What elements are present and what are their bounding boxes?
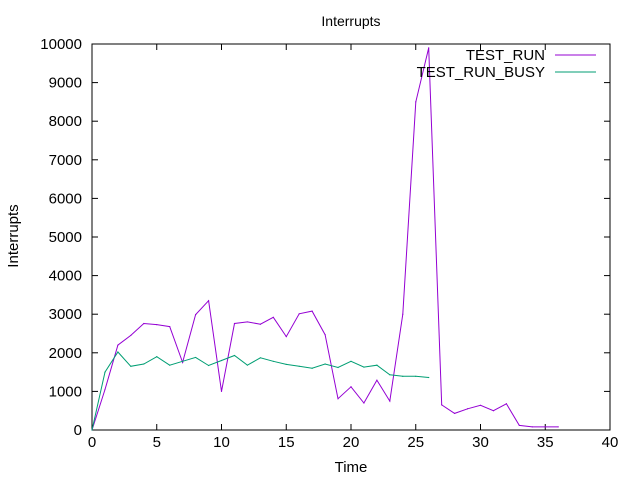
data-point bbox=[376, 364, 378, 366]
data-point bbox=[479, 404, 482, 406]
x-tick-label: 20 bbox=[343, 434, 360, 451]
data-point bbox=[207, 300, 210, 302]
data-point bbox=[104, 388, 106, 391]
plot-frame bbox=[91, 43, 611, 431]
legend-label: TEST_RUN_BUSY bbox=[417, 64, 545, 81]
data-point bbox=[350, 360, 352, 362]
data-point bbox=[143, 322, 145, 325]
x-tick-label: 15 bbox=[278, 434, 295, 451]
data-point bbox=[143, 363, 145, 365]
y-axis-ticks: 0 1000 2000 3000 4000 5000 6000 7000 8000 9000 100… bbox=[40, 36, 610, 439]
x-tick-label: 35 bbox=[537, 434, 554, 451]
chart-title: Interrupts bbox=[321, 13, 380, 29]
data-point bbox=[233, 354, 236, 357]
data-point bbox=[415, 101, 417, 103]
data-point bbox=[337, 398, 339, 400]
data-point bbox=[311, 310, 313, 312]
data-point bbox=[156, 356, 158, 358]
data-point bbox=[298, 365, 300, 367]
y-tick-label: 2000 bbox=[49, 345, 82, 362]
data-point bbox=[195, 356, 197, 359]
plot-border bbox=[91, 43, 611, 431]
x-tick-label: 10 bbox=[213, 434, 230, 451]
x-tick-label: 0 bbox=[88, 434, 96, 451]
data-point bbox=[195, 313, 197, 316]
data-point bbox=[233, 322, 236, 325]
data-point bbox=[557, 426, 559, 428]
data-point bbox=[544, 426, 546, 428]
x-tick-label: 30 bbox=[472, 434, 489, 451]
data-point bbox=[428, 376, 430, 379]
y-tick-label: 5000 bbox=[49, 229, 82, 246]
data-point bbox=[246, 321, 248, 323]
y-tick-label: 10000 bbox=[40, 36, 82, 53]
data-point bbox=[207, 364, 210, 367]
data-point bbox=[220, 359, 223, 362]
data-point bbox=[220, 390, 223, 392]
y-tick-label: 4000 bbox=[49, 268, 82, 285]
data-point bbox=[324, 363, 326, 365]
y-axis-label: Interrupts bbox=[5, 204, 22, 267]
data-point bbox=[246, 364, 248, 366]
y-tick-label: 6000 bbox=[49, 190, 82, 207]
data-point bbox=[117, 344, 119, 346]
data-point bbox=[402, 375, 404, 377]
data-point bbox=[311, 367, 313, 369]
data-point bbox=[285, 335, 287, 338]
y-tick-label: 0 bbox=[74, 422, 82, 439]
series-lines bbox=[91, 47, 559, 431]
data-point bbox=[389, 374, 391, 376]
data-point bbox=[505, 403, 507, 405]
data-point bbox=[272, 316, 274, 318]
data-point bbox=[376, 379, 378, 381]
data-point bbox=[389, 400, 391, 402]
x-axis-ticks: 0 5 10 15 20 25 30 35 40 bbox=[88, 44, 619, 451]
x-tick-label: 25 bbox=[407, 434, 424, 451]
data-point bbox=[518, 424, 520, 426]
data-point bbox=[91, 429, 93, 431]
data-point bbox=[285, 363, 287, 365]
data-point bbox=[259, 323, 261, 325]
data-point bbox=[182, 360, 184, 362]
x-tick-label: 5 bbox=[153, 434, 161, 451]
data-point bbox=[415, 375, 417, 377]
y-tick-label: 9000 bbox=[49, 75, 82, 92]
data-point bbox=[337, 366, 339, 369]
data-point bbox=[363, 402, 365, 404]
data-point bbox=[492, 410, 495, 412]
data-point bbox=[531, 426, 533, 428]
legend-label: TEST_RUN bbox=[466, 47, 545, 64]
y-tick-label: 7000 bbox=[49, 152, 82, 169]
data-point bbox=[272, 360, 274, 362]
data-point bbox=[402, 313, 404, 315]
y-tick-label: 3000 bbox=[49, 306, 82, 323]
y-tick-label: 1000 bbox=[49, 383, 82, 400]
data-point bbox=[363, 366, 365, 368]
data-point bbox=[104, 371, 106, 373]
data-point bbox=[454, 412, 456, 415]
data-point bbox=[182, 361, 184, 364]
data-point bbox=[441, 404, 443, 406]
data-point bbox=[259, 357, 261, 359]
data-point bbox=[117, 351, 119, 353]
data-point bbox=[130, 365, 132, 367]
series-line-test-run bbox=[91, 47, 559, 431]
data-point bbox=[130, 334, 132, 337]
x-tick-label: 40 bbox=[602, 434, 619, 451]
data-point bbox=[298, 313, 300, 315]
series-line-test-run-busy bbox=[91, 351, 429, 431]
data-point bbox=[156, 324, 158, 326]
data-point bbox=[428, 47, 430, 49]
data-point bbox=[466, 408, 469, 410]
data-point bbox=[169, 364, 171, 366]
data-point bbox=[350, 386, 352, 388]
data-point bbox=[169, 325, 171, 328]
data-point bbox=[324, 334, 326, 336]
x-axis-label: Time bbox=[335, 459, 368, 476]
y-tick-label: 8000 bbox=[49, 113, 82, 130]
